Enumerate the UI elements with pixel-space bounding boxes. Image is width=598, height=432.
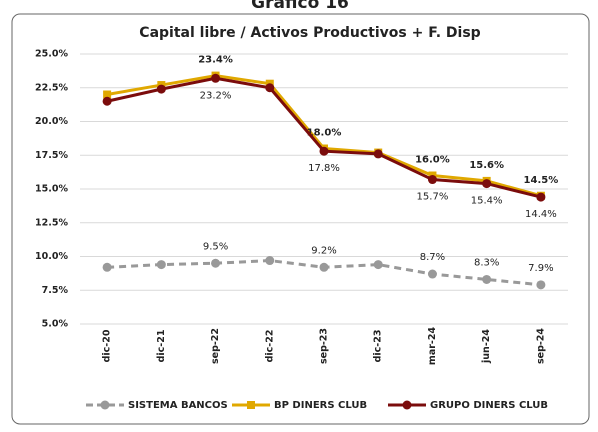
legend-label: SISTEMA BANCOS xyxy=(128,400,228,411)
marker xyxy=(156,260,166,270)
data-label: 16.0% xyxy=(415,155,450,166)
marker xyxy=(536,192,546,202)
data-label: 9.2% xyxy=(311,245,336,256)
x-tick-label: dic-20 xyxy=(102,329,113,362)
y-tick-label: 7.5% xyxy=(42,285,69,296)
legend-label: BP DINERS CLUB xyxy=(274,400,367,411)
data-label: 7.9% xyxy=(528,263,553,274)
y-tick-label: 12.5% xyxy=(35,217,68,228)
marker xyxy=(319,262,329,272)
data-label: 15.4% xyxy=(471,196,503,207)
marker xyxy=(103,90,112,99)
data-label: 23.4% xyxy=(198,55,233,66)
marker xyxy=(156,84,166,94)
data-label: 8.3% xyxy=(474,257,499,268)
marker xyxy=(536,280,546,290)
marker xyxy=(427,269,437,279)
legend-marker xyxy=(100,400,110,410)
marker xyxy=(482,179,492,189)
marker xyxy=(373,260,383,270)
data-label: 15.7% xyxy=(417,192,449,203)
data-label: 9.5% xyxy=(203,241,228,252)
y-tick-label: 15.0% xyxy=(35,184,68,195)
x-tick-label: dic-22 xyxy=(264,330,275,363)
y-tick-label: 10.0% xyxy=(35,251,68,262)
data-label: 14.5% xyxy=(524,175,559,186)
x-tick-label: jun-24 xyxy=(481,329,492,364)
chart-frame xyxy=(11,13,590,425)
marker xyxy=(265,83,275,93)
data-label: 14.4% xyxy=(525,209,557,220)
marker xyxy=(373,149,383,159)
x-tick-label: sep-22 xyxy=(210,328,221,364)
y-tick-label: 22.5% xyxy=(35,82,68,93)
legend-label: GRUPO DINERS CLUB xyxy=(430,400,548,411)
x-tick-label: dic-21 xyxy=(156,330,167,363)
x-tick-label: sep-24 xyxy=(535,328,546,364)
y-tick-label: 25.0% xyxy=(35,49,68,60)
x-tick-label: dic-23 xyxy=(373,330,384,363)
chart-heading: Gráfico 16 xyxy=(251,0,349,13)
x-tick-label: mar-24 xyxy=(427,327,438,366)
marker xyxy=(102,96,112,106)
data-label: 15.6% xyxy=(469,160,504,171)
marker xyxy=(319,146,329,156)
marker xyxy=(211,73,221,83)
legend-marker xyxy=(247,401,255,409)
marker xyxy=(427,175,437,185)
y-tick-label: 20.0% xyxy=(35,116,68,127)
x-tick-label: sep-23 xyxy=(319,328,330,364)
marker xyxy=(211,258,221,268)
data-label: 8.7% xyxy=(420,252,445,263)
data-label: 23.2% xyxy=(200,90,232,101)
y-tick-label: 17.5% xyxy=(35,150,68,161)
marker xyxy=(102,262,112,272)
legend-marker xyxy=(402,400,412,410)
marker xyxy=(482,274,492,284)
y-tick-label: 5.0% xyxy=(42,319,69,330)
data-label: 18.0% xyxy=(307,128,342,139)
marker xyxy=(265,256,275,266)
data-label: 17.8% xyxy=(308,163,340,174)
chart-title: Capital libre / Activos Productivos + F.… xyxy=(139,25,480,41)
